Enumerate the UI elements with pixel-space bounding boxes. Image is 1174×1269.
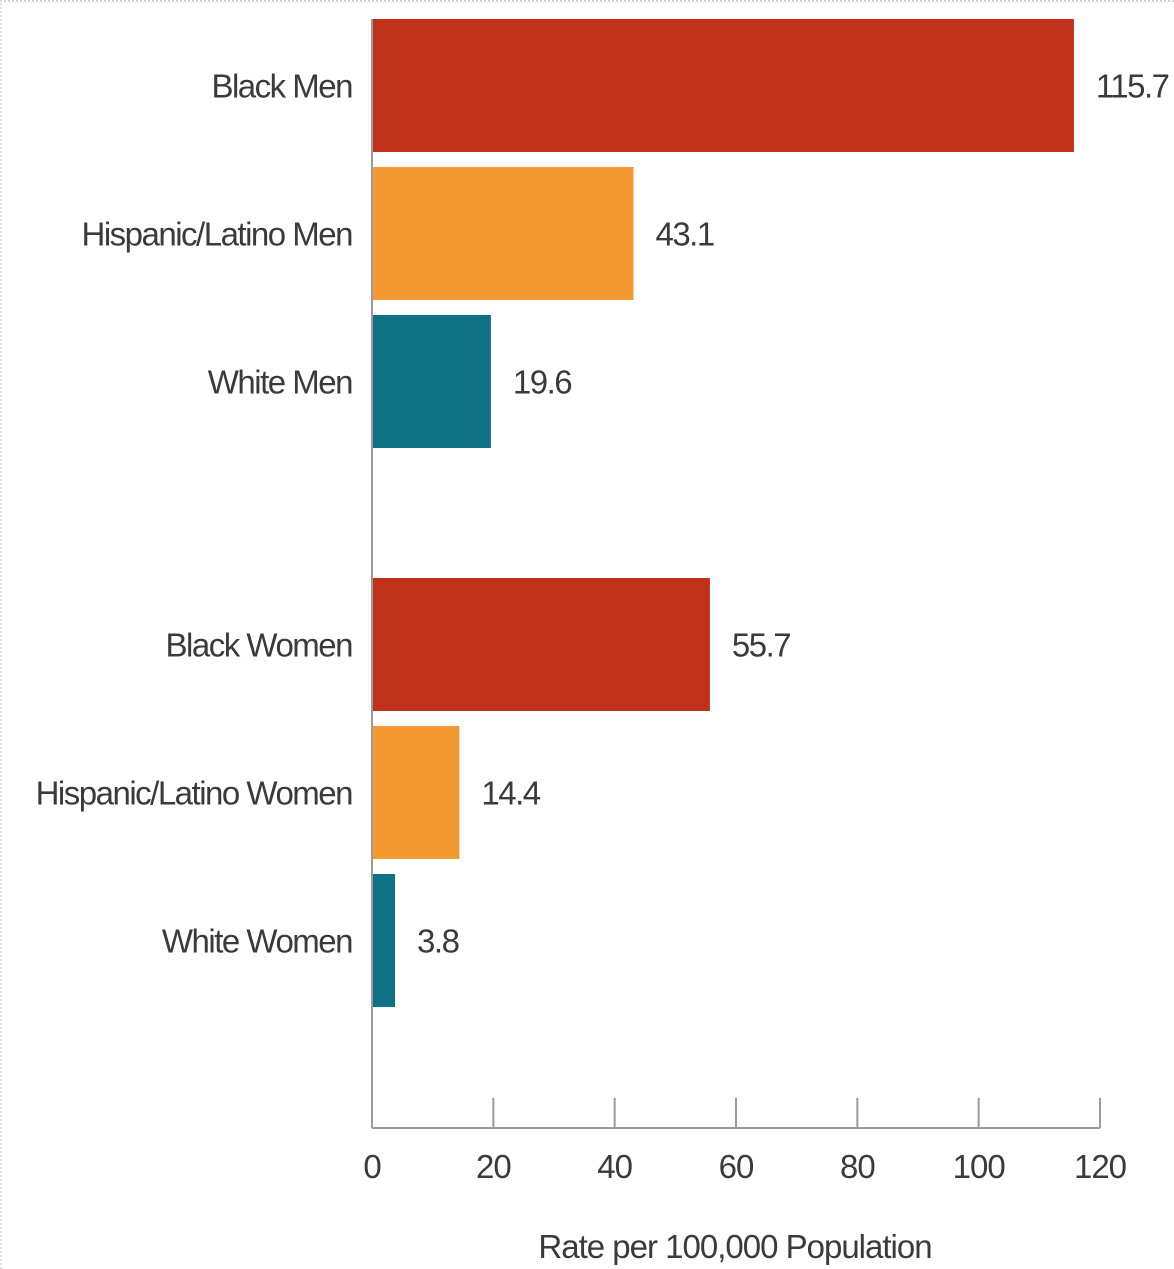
category-label: Black Men xyxy=(211,68,352,105)
value-label: 3.8 xyxy=(417,923,459,960)
x-axis: 0 20 40 60 80 100 120 xyxy=(363,19,1128,1185)
bar xyxy=(372,874,396,1007)
x-tick-label: 60 xyxy=(719,1148,754,1185)
bar xyxy=(372,19,1074,152)
x-axis-title: Rate per 100,000 Population xyxy=(538,1228,931,1265)
category-label: Hispanic/Latino Women xyxy=(36,775,353,812)
category-label: Hispanic/Latino Men xyxy=(82,216,353,253)
bar xyxy=(372,167,634,300)
category-label: Black Women xyxy=(166,627,353,664)
bar xyxy=(372,726,460,859)
value-label: 55.7 xyxy=(732,627,790,664)
x-tick-label: 0 xyxy=(363,1148,381,1185)
value-label: 19.6 xyxy=(513,364,571,401)
value-label: 14.4 xyxy=(481,775,540,812)
value-label: 115.7 xyxy=(1096,68,1169,105)
x-tick-label: 20 xyxy=(476,1148,511,1185)
x-tick-label: 120 xyxy=(1074,1148,1127,1185)
x-tick-label: 40 xyxy=(597,1148,632,1185)
category-label: White Men xyxy=(208,364,352,401)
bar xyxy=(372,578,710,711)
x-tick-label: 80 xyxy=(840,1148,875,1185)
bars-layer: Black Men 115.7 Hispanic/Latino Men 43.1 Whi… xyxy=(36,19,1170,1007)
category-label: White Women xyxy=(162,923,352,960)
value-label: 43.1 xyxy=(655,216,713,253)
bar xyxy=(372,315,491,448)
x-tick-label: 100 xyxy=(953,1148,1006,1185)
